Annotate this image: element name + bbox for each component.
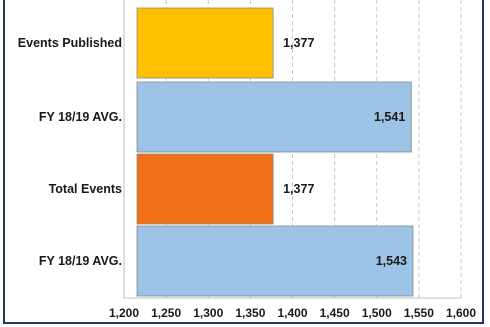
x-tick-label: 1,200 [109,306,139,320]
bar [136,225,414,297]
category-labels: Events Published FY 18/19 AVG. Total Event… [18,36,122,268]
bar [136,7,274,79]
x-tick-label: 1,400 [277,306,307,320]
x-tick-label: 1,450 [320,306,350,320]
bar [136,153,274,225]
x-tick-label: 1,250 [151,306,181,320]
x-tick-label: 1,350 [235,306,265,320]
x-tick-labels: 1,200 1,250 1,300 1,350 1,400 1,450 1,500 1,550… [109,306,476,320]
value-label: 1,543 [376,254,407,268]
value-labels: 1,377 1,541 1,377 1,543 [283,36,407,268]
x-tick-label: 1,600 [446,306,476,320]
x-tick-label: 1,550 [404,306,434,320]
category-label: Events Published [18,36,122,50]
value-label: 1,377 [283,36,314,50]
bars-group [136,7,414,297]
x-tick-label: 1,300 [193,306,223,320]
value-label: 1,377 [283,182,314,196]
value-label: 1,541 [374,110,405,124]
category-label: FY 18/19 AVG. [39,110,122,124]
bar [136,81,412,153]
category-label: FY 18/19 AVG. [39,254,122,268]
chart-frame [3,0,484,324]
x-tick-label: 1,500 [362,306,392,320]
category-label: Total Events [49,182,122,196]
